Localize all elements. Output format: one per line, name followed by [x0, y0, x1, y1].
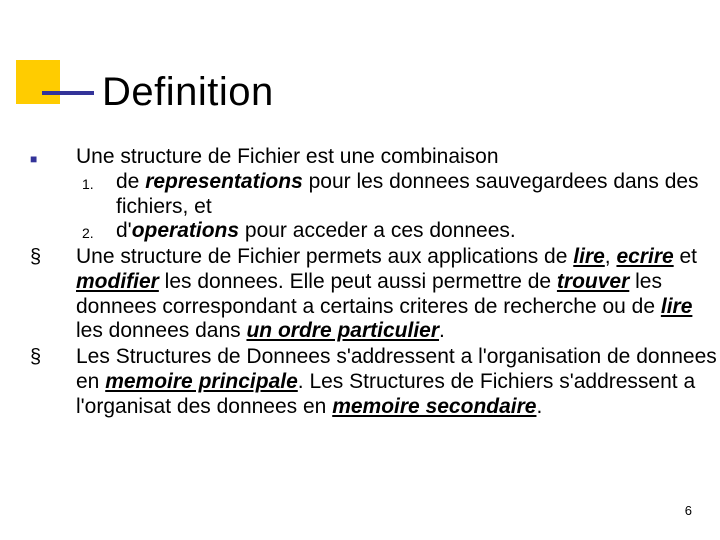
emphasis-text: lire — [573, 245, 605, 268]
emphasis-text: memoire principale — [105, 370, 298, 393]
page-number: 6 — [685, 503, 692, 518]
numbered-marker: 1. — [76, 170, 116, 193]
bullet-marker: § — [30, 245, 76, 270]
slide-body: ■Une structure de Fichier est une combin… — [30, 145, 720, 420]
emphasis-text: representations — [145, 170, 303, 193]
numbered-body: de representations pour les donnees sauv… — [116, 170, 720, 220]
emphasis-text: trouver — [557, 270, 629, 293]
emphasis-text: operations — [132, 219, 239, 242]
numbered-body: d'operations pour acceder a ces donnees. — [116, 219, 720, 244]
emphasis-text: un ordre particulier — [246, 319, 439, 342]
bullet-item: ■Une structure de Fichier est une combin… — [30, 145, 720, 244]
bullet-marker: § — [30, 345, 76, 370]
slide-title: Definition — [102, 70, 274, 115]
bullet-paragraph: Une structure de Fichier permets aux app… — [76, 245, 720, 344]
bullet-lead-text: Une structure de Fichier est une combina… — [76, 145, 720, 170]
bullet-body: Une structure de Fichier permets aux app… — [76, 245, 720, 344]
bullet-item: §Une structure de Fichier permets aux ap… — [30, 245, 720, 344]
emphasis-text: lire — [661, 295, 693, 318]
emphasis-text: memoire secondaire — [332, 395, 536, 418]
numbered-marker: 2. — [76, 219, 116, 242]
bullet-paragraph: Les Structures de Donnees s'addressent a… — [76, 345, 720, 419]
bullet-item: §Les Structures de Donnees s'addressent … — [30, 345, 720, 419]
emphasis-text: ecrire — [616, 245, 673, 268]
numbered-item: 1.de representations pour les donnees sa… — [76, 170, 720, 220]
bullet-marker: ■ — [30, 145, 76, 166]
bullet-body: Les Structures de Donnees s'addressent a… — [76, 345, 720, 419]
bullet-body: Une structure de Fichier est une combina… — [76, 145, 720, 244]
numbered-list: 1.de representations pour les donnees sa… — [76, 170, 720, 244]
emphasis-text: modifier — [76, 270, 159, 293]
title-row: Definition — [42, 70, 274, 115]
title-underline — [42, 91, 94, 95]
numbered-item: 2.d'operations pour acceder a ces donnee… — [76, 219, 720, 244]
